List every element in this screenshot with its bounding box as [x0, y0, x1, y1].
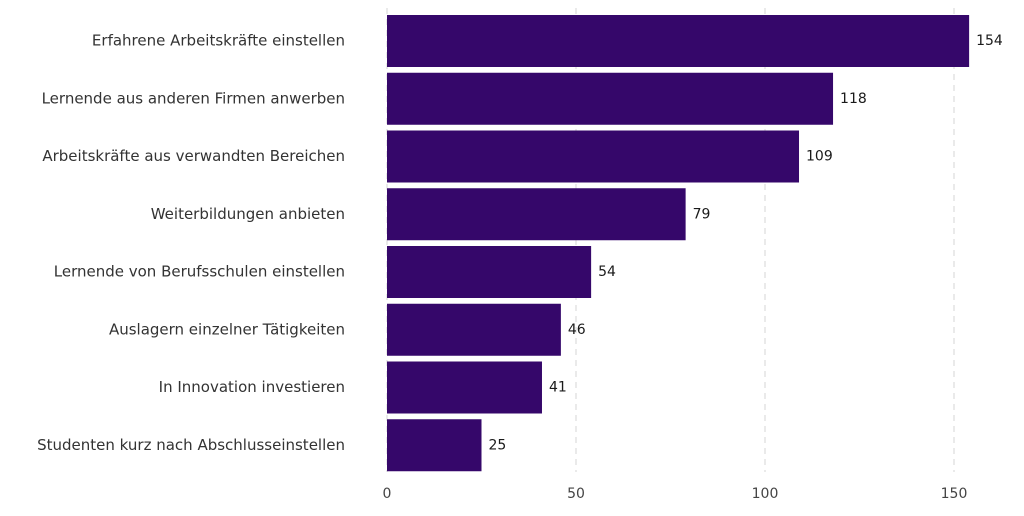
category-label: Auslagern einzelner Tätigkeiten	[109, 320, 345, 338]
x-axis-ticks: 0 50 100 150	[383, 486, 968, 502]
bar	[387, 130, 800, 183]
data-label: 54	[598, 264, 616, 280]
data-label: 79	[693, 206, 711, 222]
x-tick-label: 150	[941, 486, 968, 502]
data-label: 41	[549, 380, 567, 396]
data-label: 118	[840, 91, 867, 107]
category-label: Weiterbildungen anbieten	[151, 205, 345, 223]
value-labels: 154 118 109 79 54 46 41 25	[489, 33, 1003, 453]
category-label: Studenten kurz nach Abschlusseinstellen	[37, 436, 345, 454]
category-label: In Innovation investieren	[159, 378, 345, 396]
category-label: Lernende aus anderen Firmen anwerben	[42, 89, 345, 107]
bar	[387, 419, 482, 472]
x-tick-label: 100	[752, 486, 779, 502]
data-label: 25	[489, 437, 507, 453]
bar	[387, 361, 542, 414]
category-labels: Erfahrene Arbeitskräfte einstellen Lernen…	[37, 32, 345, 454]
x-tick-label: 50	[567, 486, 585, 502]
category-label: Lernende von Berufsschulen einstellen	[54, 263, 345, 281]
data-label: 46	[568, 322, 586, 338]
bar	[387, 188, 686, 241]
category-label: Arbeitskräfte aus verwandten Bereichen	[42, 147, 345, 165]
data-label: 109	[806, 149, 833, 165]
bar	[387, 303, 561, 356]
bar	[387, 15, 970, 67]
x-tick-label: 0	[383, 486, 392, 502]
bar	[387, 246, 592, 298]
bar	[387, 72, 834, 125]
bars	[387, 15, 970, 472]
category-label: Erfahrene Arbeitskräfte einstellen	[92, 32, 345, 50]
data-label: 154	[976, 33, 1003, 49]
